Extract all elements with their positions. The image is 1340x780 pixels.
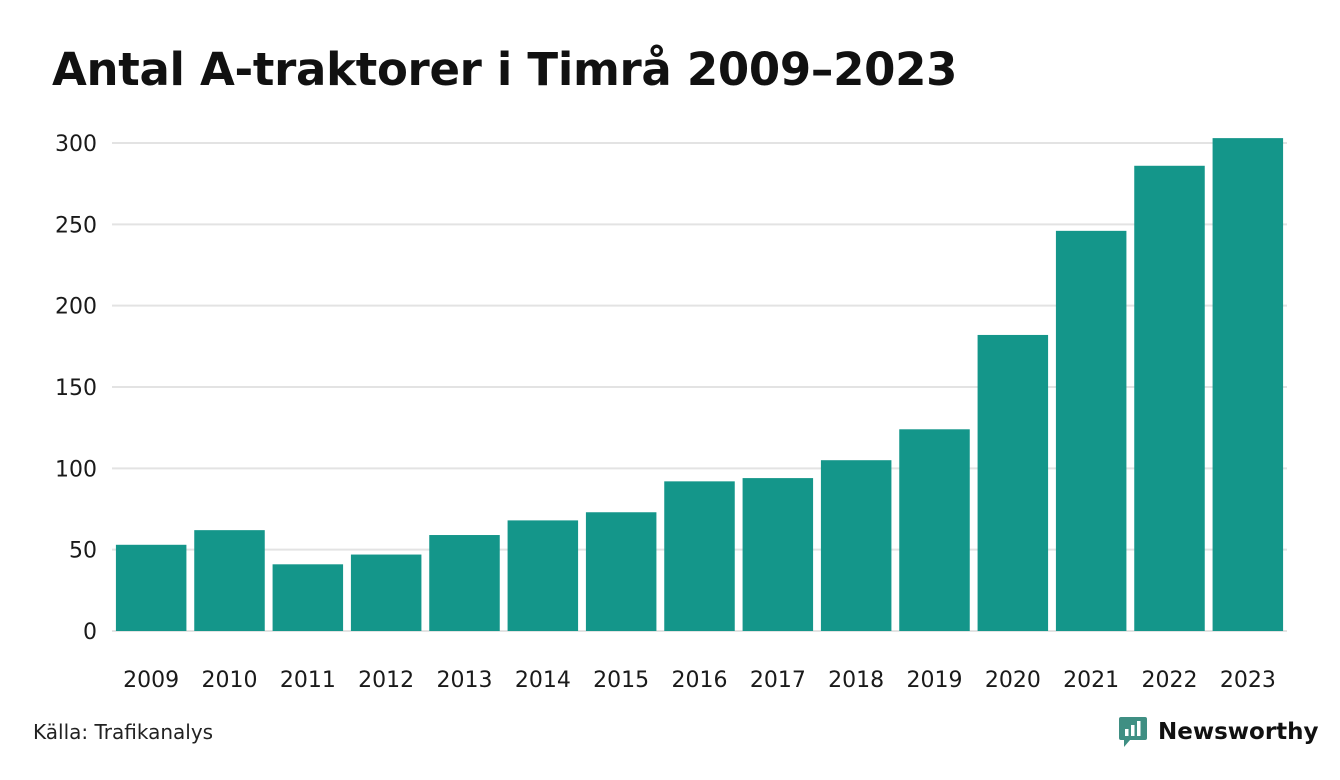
bar-2013 — [429, 535, 500, 631]
x-tick-label: 2017 — [750, 668, 806, 693]
x-tick-label: 2011 — [280, 668, 336, 693]
bar-2023 — [1212, 138, 1284, 631]
y-tick-label: 150 — [55, 376, 97, 401]
bar-2014 — [507, 520, 579, 631]
x-tick-label: 2014 — [515, 668, 571, 693]
bar-2021 — [1055, 230, 1127, 631]
x-tick-label: 2022 — [1142, 668, 1198, 693]
newsworthy-logo-icon — [1119, 717, 1147, 747]
bar-2012 — [350, 554, 422, 631]
bar-2020 — [977, 334, 1049, 631]
bar-2015 — [585, 512, 657, 631]
x-tick-label: 2010 — [202, 668, 258, 693]
bar-2019 — [899, 429, 970, 631]
y-tick-label: 100 — [55, 457, 97, 482]
y-tick-label: 50 — [69, 539, 97, 564]
y-tick-label: 200 — [55, 295, 97, 320]
bar-2009 — [115, 544, 187, 631]
brand-logo: Newsworthy — [1118, 714, 1319, 750]
x-tick-label: 2016 — [672, 668, 728, 693]
y-axis: 0 50 100 150 200 250 300 — [55, 132, 97, 645]
y-tick-label: 300 — [55, 132, 97, 157]
chart-title: Antal A-traktorer i Timrå 2009–2023 — [52, 43, 958, 96]
x-axis: 2009 2010 2011 2012 2013 2014 2015 2016 2017 2018… — [123, 668, 1276, 693]
x-tick-label: 2013 — [437, 668, 493, 693]
bar-2018 — [820, 460, 892, 631]
x-tick-label: 2023 — [1220, 668, 1276, 693]
bars — [115, 138, 1284, 632]
x-tick-label: 2020 — [985, 668, 1041, 693]
y-tick-label: 0 — [83, 620, 97, 645]
x-tick-label: 2018 — [828, 668, 884, 693]
bar-2022 — [1134, 165, 1205, 632]
y-tick-label: 250 — [55, 213, 97, 238]
x-tick-label: 2009 — [123, 668, 179, 693]
brand-name: Newsworthy — [1158, 719, 1319, 745]
bar-2010 — [194, 530, 265, 631]
bar-2011 — [272, 564, 344, 631]
source-note: Källa: Trafikanalys — [33, 720, 214, 744]
x-tick-label: 2012 — [358, 668, 414, 693]
x-tick-label: 2015 — [593, 668, 649, 693]
bar-2016 — [664, 481, 735, 631]
x-tick-label: 2021 — [1063, 668, 1119, 693]
x-tick-label: 2019 — [907, 668, 963, 693]
bar-2017 — [742, 478, 814, 631]
